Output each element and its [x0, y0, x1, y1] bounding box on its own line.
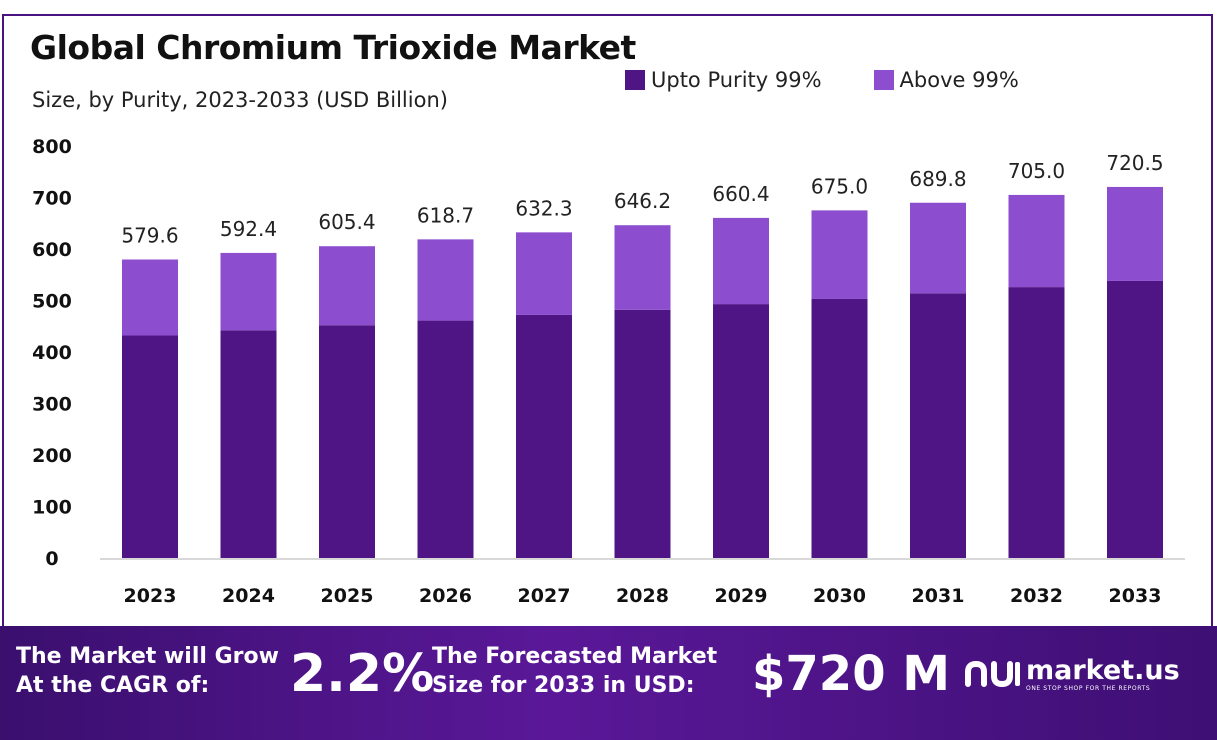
bar-total-label: 592.4	[220, 217, 277, 241]
x-tick-label: 2032	[1010, 585, 1063, 607]
bar-segment-upto-99	[1107, 280, 1163, 558]
chart-title: Global Chromium Trioxide Market	[30, 28, 636, 67]
forecast-label: The Forecasted Market Size for 2033 in U…	[432, 642, 717, 700]
legend-item-upto-99: Upto Purity 99%	[625, 68, 822, 92]
brand-tagline: ONE STOP SHOP FOR THE REPORTS	[1026, 684, 1151, 692]
bar-segment-above-99	[1107, 186, 1163, 281]
bar-total-label: 689.8	[909, 167, 966, 191]
bar-segment-above-99	[713, 217, 769, 305]
legend-item-above-99: Above 99%	[873, 68, 1019, 92]
cagr-label-line1: The Market will Grow	[16, 644, 279, 669]
x-tick-label: 2026	[419, 585, 472, 607]
y-tick-label: 600	[32, 239, 72, 261]
x-tick-label: 2030	[813, 585, 866, 607]
bar-chart: 0 100 200 300 400 500 600 700 800 579.6 2023 592.4 2…	[32, 136, 1185, 607]
bar-segment-upto-99	[910, 293, 966, 558]
x-tick-label: 2025	[321, 585, 374, 607]
bar-segment-upto-99	[516, 314, 572, 558]
bar-total-label: 720.5	[1106, 151, 1163, 175]
bar-segment-upto-99	[417, 320, 474, 558]
x-tick-label: 2028	[616, 585, 669, 607]
forecast-label-line1: The Forecasted Market	[432, 644, 718, 669]
cagr-label-line2: At the CAGR of:	[16, 673, 210, 698]
bar-total-label: 646.2	[614, 189, 671, 213]
bar-total-label: 675.0	[811, 174, 868, 198]
y-tick-label: 400	[32, 342, 72, 364]
footer-banner: The Market will Grow At the CAGR of: 2.2…	[0, 626, 1217, 740]
bar-total-label: 632.3	[515, 196, 572, 220]
bar-segment-upto-99	[319, 325, 375, 558]
x-tick-label: 2023	[124, 585, 177, 607]
bar-segment-upto-99	[713, 304, 769, 558]
x-tick-label: 2029	[715, 585, 768, 607]
bar-total-label: 618.7	[417, 203, 474, 227]
chart-legend: Upto Purity 99% Above 99%	[625, 68, 1019, 92]
cagr-label: The Market will Grow At the CAGR of:	[16, 642, 279, 700]
y-tick-label: 100	[32, 497, 72, 519]
x-tick-label: 2031	[912, 585, 965, 607]
bar-segment-above-99	[417, 239, 474, 321]
bar-total-label: 605.4	[318, 210, 375, 234]
bar-segment-above-99	[811, 210, 868, 299]
x-tick-label: 2027	[518, 585, 571, 607]
bar-segment-upto-99	[614, 309, 671, 558]
y-tick-label: 700	[32, 188, 72, 210]
market-us-logo-text: market.us ONE STOP SHOP FOR THE REPORTS	[1026, 654, 1180, 692]
bar-segment-above-99	[910, 202, 966, 294]
brand-name: market.us	[1026, 654, 1180, 686]
forecast-value: $720 M	[752, 646, 951, 702]
forecast-label-line2: Size for 2033 in USD:	[432, 673, 695, 698]
bar-segment-above-99	[122, 259, 178, 336]
y-tick-label: 800	[32, 136, 72, 158]
bar-segment-above-99	[516, 232, 572, 315]
y-tick-label: 500	[32, 291, 72, 313]
bar-total-label: 579.6	[121, 224, 178, 248]
legend-swatch-above-99	[873, 70, 894, 90]
y-tick-label: 300	[32, 394, 72, 416]
market-us-logo-icon	[965, 660, 1020, 688]
y-tick-label: 200	[32, 445, 72, 467]
bar-segment-upto-99	[811, 298, 868, 558]
market-us-logo: market.us ONE STOP SHOP FOR THE REPORTS	[962, 654, 1180, 694]
legend-label-upto-99: Upto Purity 99%	[651, 68, 822, 92]
y-tick-label: 0	[45, 548, 58, 570]
bar-segment-above-99	[614, 225, 671, 310]
x-tick-label: 2024	[222, 585, 275, 607]
bar-total-label: 660.4	[712, 182, 769, 206]
bar-segment-upto-99	[122, 335, 178, 558]
cagr-value: 2.2%	[290, 644, 435, 704]
legend-swatch-upto-99	[625, 70, 645, 90]
x-tick-label: 2033	[1109, 585, 1162, 607]
legend-label-above-99: Above 99%	[899, 68, 1019, 92]
bar-total-label: 705.0	[1008, 159, 1065, 183]
bar-segment-above-99	[220, 252, 277, 331]
bar-segment-above-99	[1008, 194, 1065, 288]
chart-subtitle: Size, by Purity, 2023-2033 (USD Billion)	[32, 88, 448, 112]
bar-segment-upto-99	[220, 330, 277, 558]
bar-segment-above-99	[319, 246, 375, 326]
bar-segment-upto-99	[1008, 287, 1065, 558]
